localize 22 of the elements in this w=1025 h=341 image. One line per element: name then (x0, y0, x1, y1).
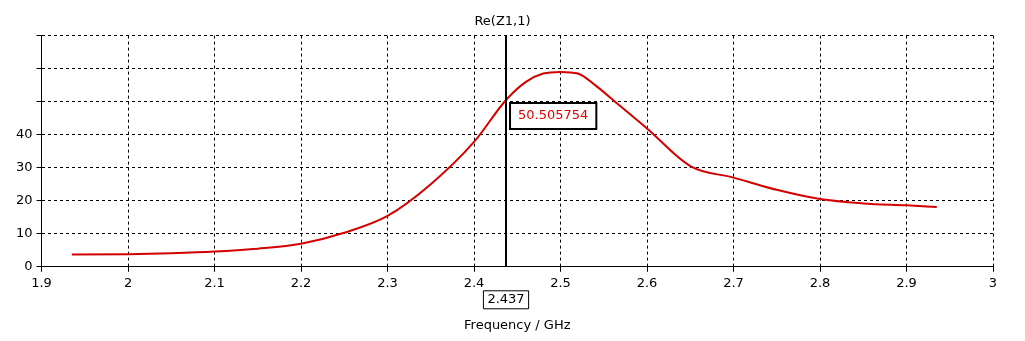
y-tick-label: 10 (16, 225, 33, 241)
x-tick-label: 3 (988, 274, 998, 290)
x-tick-label: 2.1 (204, 274, 225, 290)
x-tick-label: 2.8 (809, 274, 831, 290)
x-tick-label: 2.5 (550, 274, 571, 290)
x-axis-title: Frequency / GHz (464, 316, 571, 332)
x-tick-label: 2.9 (896, 274, 917, 290)
y-tick-label: 0 (24, 258, 33, 274)
line-series (70, 70, 938, 256)
y-tick-label: 40 (16, 126, 33, 142)
annotation: 50.505754 (518, 107, 589, 123)
y-tick-label: 30 (16, 159, 33, 175)
x-tick-label: 2.3 (377, 274, 398, 290)
x-tick-label: 2.2 (290, 274, 312, 290)
x-tick-label: 2 (123, 274, 133, 290)
ref-line-label: 2.437 (487, 291, 525, 307)
chart-title: Re(Z1,1) (474, 13, 531, 29)
x-tick-label: 2.6 (636, 274, 658, 290)
x-tick-label: 2.4 (463, 274, 485, 290)
y-tick-label: 20 (16, 192, 33, 208)
x-tick-label: 1.9 (31, 274, 52, 290)
x-tick-label: 2.7 (723, 274, 744, 290)
